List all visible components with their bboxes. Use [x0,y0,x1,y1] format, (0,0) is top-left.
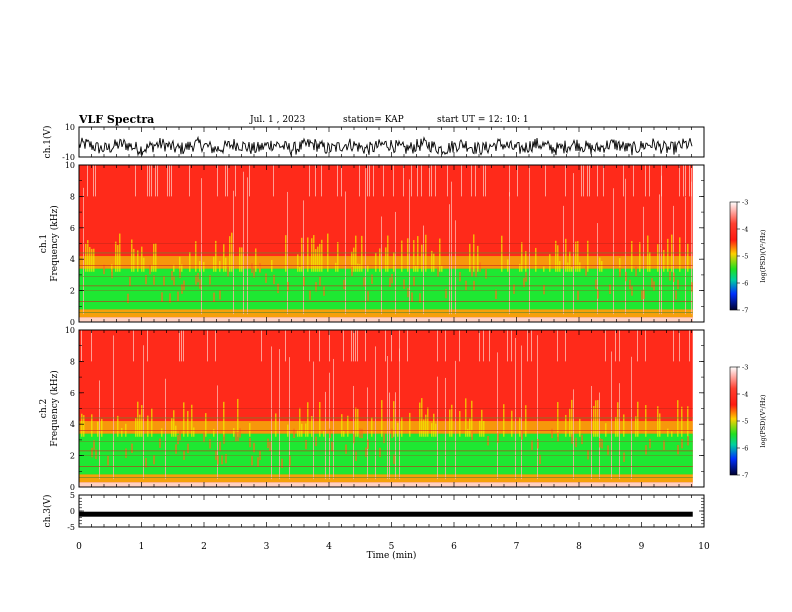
ch3-waveform-ylabel: ch.3(V) [42,495,53,528]
ch1-waveform-trace [78,135,693,157]
figure-title: VLF Spectra [79,113,155,126]
x-tick-label: 6 [451,542,457,552]
ch3-waveform-ytick-label: 0 [70,507,75,516]
ch1-waveform-ytick-label: 10 [65,123,75,132]
x-tick-label: 10 [698,542,710,552]
ch1-spectrogram-ylabel-channel: ch.1 [39,234,49,253]
x-tick-label: 0 [76,542,82,552]
ch2-spectrogram-colorbar-tick-label: -7 [742,472,748,480]
ch2-spectrogram-colorbar-label: log(PSD)(V²/Hz) [759,394,767,447]
ch2-spectrogram-ytick-label: 2 [70,452,75,461]
ch2-spectrogram-ylabel-channel: ch.2 [39,399,49,418]
ch2-spectrogram-image [79,330,693,487]
ch1-spectrogram-ytick-label: 0 [70,318,75,327]
ch1-spectrogram-colorbar-tick-label: -7 [742,307,748,315]
ch1-spectrogram-colorbar-label: log(PSD)(V²/Hz) [759,229,767,282]
ch1-spectrogram-image [79,165,693,322]
ch1-spectrogram-ytick-label: 8 [70,192,75,201]
x-tick-label: 2 [201,542,207,552]
station-label: station= KAP [343,115,404,125]
ch2-spectrogram-low-band [79,474,693,483]
ch1-spectrogram-ytick-label: 4 [70,255,75,264]
x-tick-label: 8 [576,542,582,552]
ch1-spectrogram-colorbar [729,201,738,311]
ch1-waveform-ylabel: ch.1(V) [42,126,53,159]
start-time-label: start UT = 12: 10: 1 [437,115,529,125]
ch2-spectrogram-colorbar-tick-label: -6 [742,445,748,453]
ch2-spectrogram-colorbar-tick-label: -3 [742,364,748,372]
ch1-spectrogram-ylabel: Frequency (kHz) [49,205,60,282]
ch3-waveform-trace [79,511,693,517]
ch2-spectrogram-ylabel: Frequency (kHz) [49,370,60,447]
x-axis-label: Time (min) [367,550,417,561]
ch1-spectrogram-colorbar-tick-label: -5 [742,253,748,261]
ch2-spectrogram-ytick-label: 10 [65,326,75,335]
x-tick-label: 1 [139,542,145,552]
ch2-spectrogram-ytick-label: 6 [70,389,75,398]
x-tick-label: 7 [514,542,520,552]
ch1-waveform-ytick-label: -10 [62,153,75,162]
x-tick-label: 4 [326,542,332,552]
ch2-spectrogram-ytick-label: 0 [70,483,75,492]
ch1-spectrogram-ytick-label: 10 [65,161,75,170]
ch2-spectrogram-colorbar-tick-label: -4 [742,391,748,399]
ch1-spectrogram-colorbar-tick-label: -3 [742,199,748,207]
x-tick-label: 5 [389,542,395,552]
ch2-spectrogram-colorbar [729,366,738,476]
ch2-spectrogram-ytick-label: 4 [70,420,75,429]
x-tick-label: 9 [639,542,645,552]
ch1-spectrogram-colorbar-tick-label: -6 [742,280,748,288]
ch2-spectrogram-ytick-label: 8 [70,357,75,366]
date-label: Jul. 1 , 2023 [250,115,306,125]
ch1-spectrogram-ytick-label: 2 [70,287,75,296]
ch2-spectrogram-colorbar-tick-label: -5 [742,418,748,426]
ch2-spectrogram-green-band [79,433,693,475]
ch1-spectrogram-low-band [79,309,693,318]
ch3-waveform-ytick-label: 5 [70,491,75,500]
ch1-spectrogram-colorbar-tick-label: -4 [742,226,748,234]
ch3-waveform-ytick-label: -5 [67,523,75,532]
ch1-spectrogram-ytick-label: 6 [70,224,75,233]
x-tick-label: 3 [264,542,270,552]
